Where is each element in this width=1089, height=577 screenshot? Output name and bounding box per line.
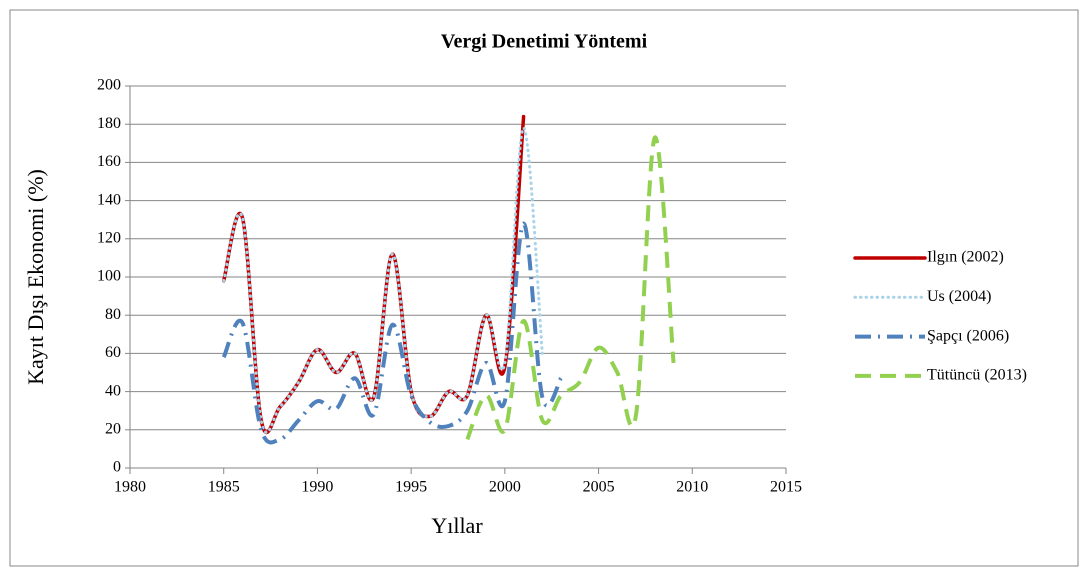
x-tick-label: 2000 xyxy=(489,479,521,496)
data-line xyxy=(222,126,544,434)
x-tick-label: 2010 xyxy=(676,479,708,496)
legend-label: Ilgın (2002) xyxy=(927,249,1004,266)
x-tick-label: 1980 xyxy=(114,479,146,496)
y-axis-title: Kayıt Dışı Ekonomi (%) xyxy=(23,169,48,385)
y-tick-label: 100 xyxy=(97,268,121,285)
y-tick-label: 120 xyxy=(97,229,121,246)
y-tick-label: 0 xyxy=(113,459,121,476)
x-tick-label: 1990 xyxy=(301,479,333,496)
legend-label: Us (2004) xyxy=(927,288,991,305)
chart-border xyxy=(9,9,1079,567)
y-tick-label: 40 xyxy=(105,382,121,399)
y-tick-label: 180 xyxy=(97,115,121,132)
y-tick-label: 200 xyxy=(97,77,121,94)
chart-title: Vergi Denetimi Yöntemi xyxy=(441,31,648,53)
y-tick-label: 160 xyxy=(97,153,121,170)
y-tick-label: 140 xyxy=(97,191,121,208)
x-tick-label: 1985 xyxy=(208,479,240,496)
legend-label: Şapçı (2006) xyxy=(927,327,1009,344)
data-line xyxy=(221,221,563,445)
x-axis-title: Yıllar xyxy=(431,513,483,538)
y-tick-label: 20 xyxy=(105,420,121,437)
y-tick-label: 60 xyxy=(105,344,121,361)
x-tick-label: 2015 xyxy=(770,479,802,496)
x-tick-label: 2005 xyxy=(583,479,615,496)
x-tick-label: 1995 xyxy=(395,479,427,496)
y-tick-label: 80 xyxy=(105,306,121,323)
legend-label: Tütüncü (2013) xyxy=(927,367,1027,384)
